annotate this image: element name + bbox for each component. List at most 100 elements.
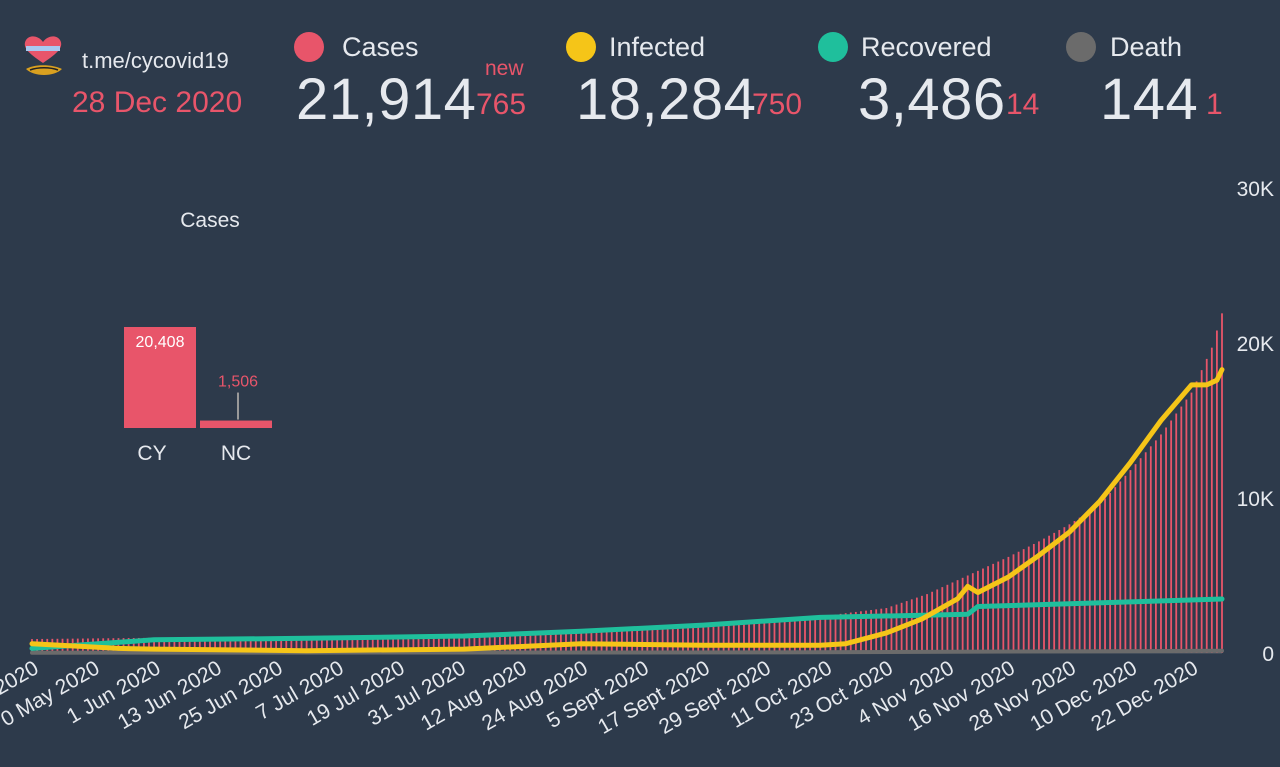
- cases-daily-bar: [315, 637, 318, 653]
- cases-daily-bar: [361, 636, 364, 653]
- cases-daily-bar: [982, 568, 984, 653]
- cases-daily-bar: [397, 635, 400, 653]
- cases-daily-bar: [809, 616, 811, 653]
- cases-daily-bar: [336, 636, 339, 653]
- infected-series-line: [29, 367, 1225, 654]
- cases-daily-bar: [1032, 543, 1035, 653]
- cases-daily-bar: [946, 584, 949, 653]
- cases-daily-bar: [473, 633, 476, 653]
- cases-daily-bar: [1058, 530, 1061, 653]
- infected-legend-dot: [566, 32, 596, 62]
- cases-daily-bar: [224, 637, 227, 653]
- cases-daily-bar: [626, 628, 628, 653]
- infected-new: 750: [752, 88, 803, 121]
- recovered-label: Recovered: [861, 32, 992, 62]
- cases-daily-bar: [804, 617, 806, 653]
- cases-daily-bar: [305, 637, 308, 653]
- cases-daily-bar: [117, 638, 120, 653]
- cases-daily-bar: [422, 634, 425, 653]
- cases-daily-bar: [666, 626, 669, 653]
- cases-daily-bar: [737, 622, 740, 653]
- cases-daily-bar: [717, 623, 720, 653]
- cases-daily-bar: [488, 632, 491, 653]
- cases-daily-bar: [707, 624, 710, 653]
- cases-daily-bar: [926, 594, 928, 653]
- cases-daily-bar: [646, 627, 649, 653]
- cases-daily-bar: [478, 633, 481, 653]
- cases-daily-bar: [346, 636, 349, 653]
- cases-daily-bar: [763, 619, 766, 653]
- cases-daily-bar: [870, 609, 873, 653]
- cases-daily-bar: [270, 637, 272, 653]
- cases-daily-bar: [641, 628, 644, 653]
- cases-daily-bar: [549, 631, 552, 653]
- cases-daily-bar: [849, 612, 852, 653]
- cases-daily-bar: [458, 633, 461, 653]
- inset-bar-value-label: 20,408: [136, 334, 185, 351]
- cases-daily-bar: [539, 631, 542, 653]
- cases-daily-bar: [1149, 446, 1152, 653]
- cases-daily-bar: [198, 637, 201, 653]
- cases-daily-bar: [122, 638, 125, 653]
- cases-daily-bar: [600, 629, 603, 653]
- cases-daily-bar: [142, 637, 145, 653]
- cases-daily-bar: [910, 599, 913, 653]
- cases-daily-bar: [371, 635, 374, 653]
- cases-daily-bar: [1200, 370, 1203, 653]
- cases-daily-bar: [1078, 517, 1081, 653]
- y-tick-label: 10K: [1237, 488, 1274, 511]
- cases-daily-bar: [931, 591, 934, 653]
- cases-daily-bar: [793, 617, 796, 653]
- death-new: 1: [1206, 88, 1223, 121]
- cases-daily-bar: [219, 637, 222, 653]
- cases-daily-bar: [127, 638, 130, 653]
- recovered-total: 3,486: [858, 67, 1006, 132]
- cases-daily-bar: [915, 597, 918, 653]
- cases-daily-bar: [814, 616, 817, 653]
- cases-daily-bar: [249, 637, 252, 653]
- cases-daily-bar: [788, 617, 791, 653]
- cases-daily-bar: [402, 635, 405, 653]
- cases-daily-bar: [1144, 452, 1147, 653]
- recovered-series-line: [29, 596, 1225, 651]
- infected-total: 18,284: [576, 67, 757, 132]
- cases-daily-bar: [504, 632, 506, 653]
- cases-daily-bar: [773, 618, 776, 653]
- cases-daily-bar: [239, 637, 242, 653]
- cases-daily-bar: [341, 636, 344, 653]
- cases-daily-bar: [1205, 358, 1208, 653]
- cases-daily-bar: [1160, 434, 1162, 653]
- cases-daily-bar: [844, 613, 847, 653]
- cases-daily-bar: [351, 636, 354, 653]
- cases-daily-bar: [783, 618, 786, 653]
- cases-daily-bar: [987, 566, 989, 653]
- cases-new: 765: [476, 88, 527, 121]
- cases-daily-bar: [799, 617, 801, 653]
- cases-daily-bar: [1063, 527, 1066, 653]
- cases-daily-bar: [1038, 541, 1040, 653]
- cases-daily-bar: [727, 622, 730, 653]
- cases-daily-bar: [559, 631, 562, 653]
- cases-daily-bar: [875, 609, 878, 653]
- cases-daily-bar: [188, 637, 191, 653]
- cases-daily-bar: [839, 613, 842, 653]
- cases-daily-bar: [259, 637, 262, 653]
- cases-daily-bar: [392, 635, 394, 653]
- cases-daily-bar: [381, 635, 384, 653]
- cyprus-heart-logo-icon: [24, 36, 62, 75]
- cases-daily-bar: [1154, 440, 1157, 653]
- cases-daily-bar: [1175, 413, 1178, 653]
- cases-daily-bar: [463, 633, 466, 653]
- cases-daily-bar: [829, 615, 832, 653]
- cases-daily-bar: [621, 628, 623, 653]
- cases-daily-bar: [936, 589, 939, 653]
- cases-daily-bar: [605, 629, 608, 653]
- cases-daily-bar: [1185, 399, 1188, 653]
- cases-daily-bar: [615, 629, 618, 653]
- cases-daily-bar: [387, 635, 389, 653]
- cases-daily-bar: [275, 637, 278, 653]
- cases-daily-bar: [676, 626, 679, 653]
- cases-daily-bar: [610, 629, 613, 653]
- telegram-channel-link[interactable]: t.me/cycovid19: [82, 48, 229, 73]
